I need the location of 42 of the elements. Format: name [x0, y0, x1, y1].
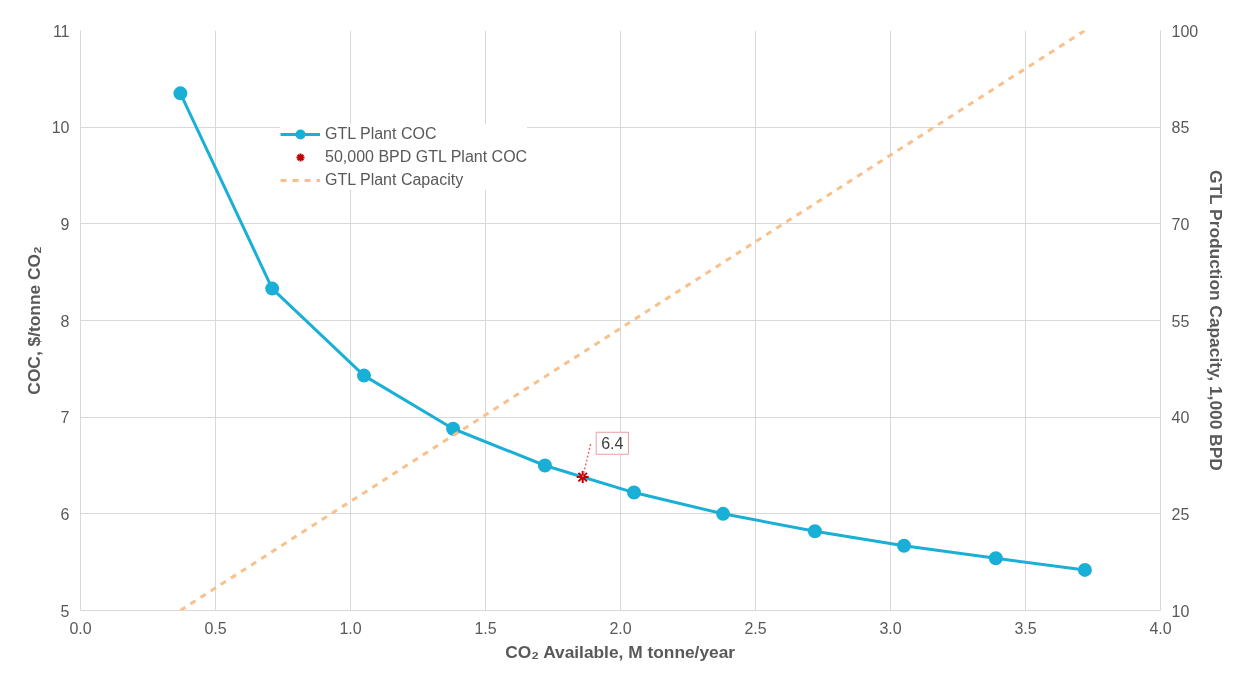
point [627, 485, 641, 500]
legend-label: GTL Plant Capacity [325, 171, 464, 189]
point [357, 368, 371, 383]
x-tick-label: 4.0 [1149, 619, 1172, 637]
y-tick-label: 8 [60, 312, 70, 330]
y-tick-label: 5 [60, 602, 70, 620]
legend-label: GTL Plant COC [325, 125, 437, 143]
point [897, 538, 911, 553]
point [988, 551, 1003, 566]
x-tick-label: 1.0 [339, 619, 362, 637]
point [173, 86, 188, 101]
x-tick-label: 3.0 [879, 619, 902, 637]
y2-tick-label: 10 [1171, 602, 1190, 620]
x-tick-label: 2.5 [744, 619, 767, 637]
y-tick-label: 6 [60, 505, 70, 523]
x-tick-label: 3.5 [1014, 619, 1037, 637]
point [446, 421, 461, 436]
x-tick-label: 0.0 [69, 619, 92, 637]
y-tick-label: 10 [51, 119, 70, 137]
annotation: 6.4 [601, 435, 624, 453]
y2-tick-label: 40 [1171, 409, 1190, 427]
point [537, 458, 552, 473]
y2-tick-label: 25 [1171, 505, 1190, 523]
y2-tick-label: 70 [1171, 215, 1190, 233]
y2-tick-label: 55 [1171, 312, 1190, 330]
y-tick-label: 9 [60, 215, 70, 233]
x-tick-label: 1.5 [474, 619, 497, 637]
point [1077, 562, 1092, 577]
point [716, 506, 731, 521]
y-axis-title: COC, $/tonne CO₂ [23, 246, 44, 395]
y2-axis-title: GTL Production Capacity, 1,000 BPD [1206, 169, 1227, 471]
point [265, 281, 280, 296]
x-tick-label: 0.5 [204, 619, 227, 637]
x-tick-label: 2.0 [609, 619, 632, 637]
y-tick-label: 7 [60, 409, 70, 427]
x-axis-title: CO₂ Available, M tonne/year [505, 641, 736, 662]
y-tick-label: 11 [52, 22, 70, 40]
y2-tick-label: 85 [1171, 119, 1190, 137]
legend-label: 50,000 BPD GTL Plant COC [325, 148, 528, 166]
point [575, 470, 590, 485]
point [807, 524, 822, 539]
y2-tick-label: 100 [1171, 22, 1199, 40]
